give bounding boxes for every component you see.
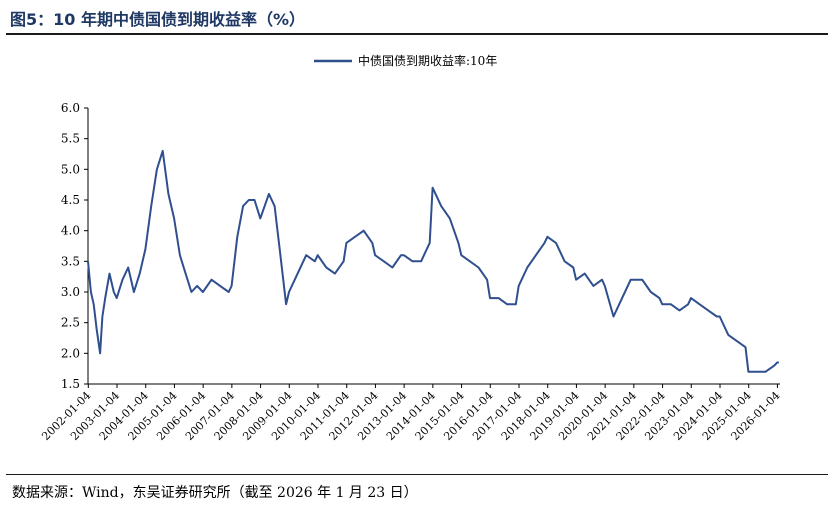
legend-label: 中债国债到期收益率:10年	[358, 53, 497, 68]
y-tick-label: 1.5	[61, 377, 80, 391]
source-note: 数据来源：Wind，东吴证券研究所（截至 2026 年 1 月 23 日）	[12, 485, 418, 501]
bottom-rule	[6, 474, 828, 475]
chart: 中债国债到期收益率:10年 6.0 5.5 5.0 4.5 4.0 3.5 3.0 2.5 2.…	[39, 53, 782, 443]
y-tick-label: 3.5	[61, 254, 80, 268]
y-tick-label: 4.0	[61, 224, 80, 238]
series-line	[87, 149, 779, 373]
figure-title: 图5：10 年期中债国债到期收益率（%）	[10, 10, 306, 29]
axes: 6.05.55.04.54.03.53.02.52.01.52002-01-04…	[39, 101, 782, 443]
y-tick-label: 2.5	[61, 316, 80, 330]
y-tick-label: 5.5	[61, 132, 80, 146]
y-tick-label: 4.5	[61, 193, 80, 207]
y-tick-label: 5.0	[61, 162, 80, 176]
top-rule	[6, 33, 828, 35]
legend: 中债国债到期收益率:10年	[314, 53, 497, 68]
plot-area	[87, 149, 779, 373]
y-tick-label: 3.0	[61, 285, 80, 299]
y-tick-label: 2.0	[61, 346, 80, 360]
y-tick-label: 6.0	[61, 101, 80, 115]
